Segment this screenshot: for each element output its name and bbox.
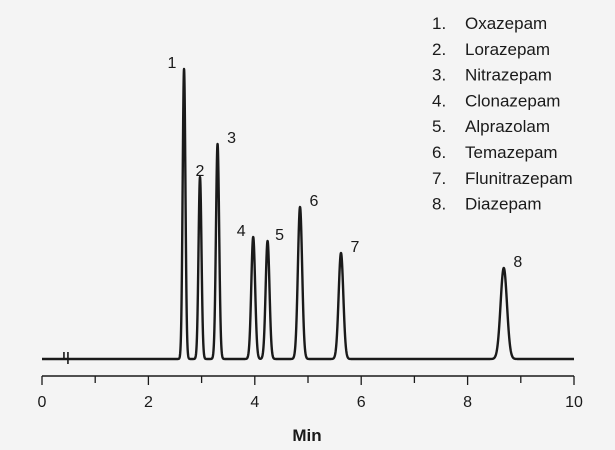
x-axis-title: Min bbox=[292, 426, 321, 445]
legend-item: 7. Flunitrazepam bbox=[432, 169, 573, 188]
legend-number: 5. bbox=[432, 117, 446, 136]
legend-compound-name: Alprazolam bbox=[465, 117, 550, 136]
peak-label-layer: 1 2 3 4 5 6 7 8 bbox=[168, 55, 523, 271]
legend-item: 2. Lorazepam bbox=[432, 40, 550, 59]
legend: 1. Oxazepam 2. Lorazepam 3. Nitrazepam 4. Clona… bbox=[432, 14, 573, 214]
peak-label-1: 1 bbox=[168, 55, 177, 72]
x-tick-label-6: 6 bbox=[357, 394, 366, 411]
legend-compound-name: Lorazepam bbox=[465, 40, 550, 59]
legend-compound-name: Flunitrazepam bbox=[465, 169, 573, 188]
legend-item: 1. Oxazepam bbox=[432, 14, 547, 33]
peak-label-5: 5 bbox=[275, 227, 284, 244]
peak-label-8: 8 bbox=[513, 254, 522, 271]
peak-label-3: 3 bbox=[227, 130, 236, 147]
legend-item: 4. Clonazepam bbox=[432, 91, 560, 110]
legend-number: 4. bbox=[432, 91, 446, 110]
legend-number: 1. bbox=[432, 14, 446, 33]
legend-number: 8. bbox=[432, 195, 446, 214]
legend-compound-name: Nitrazepam bbox=[465, 66, 552, 85]
legend-item: 5. Alprazolam bbox=[432, 117, 550, 136]
x-tick-label-2: 2 bbox=[144, 394, 153, 411]
chromatogram-trace bbox=[40, 67, 576, 361]
legend-compound-name: Clonazepam bbox=[465, 91, 560, 110]
x-tick-label-0: 0 bbox=[38, 394, 47, 411]
peak-label-4: 4 bbox=[237, 223, 246, 240]
legend-item: 3. Nitrazepam bbox=[432, 66, 552, 85]
legend-number: 2. bbox=[432, 40, 446, 59]
legend-number: 6. bbox=[432, 143, 446, 162]
x-axis: 0 2 4 6 8 10 bbox=[38, 375, 583, 411]
legend-compound-name: Diazepam bbox=[465, 195, 542, 214]
x-tick-label-8: 8 bbox=[463, 394, 472, 411]
legend-item: 8. Diazepam bbox=[432, 195, 542, 214]
legend-item: 6. Temazepam bbox=[432, 143, 558, 162]
x-tick-label-4: 4 bbox=[250, 394, 259, 411]
peak-label-7: 7 bbox=[351, 239, 360, 256]
x-tick-label-10: 10 bbox=[565, 394, 583, 411]
peak-label-2: 2 bbox=[196, 163, 205, 180]
legend-number: 7. bbox=[432, 169, 446, 188]
trace-layer bbox=[40, 67, 576, 364]
legend-number: 3. bbox=[432, 66, 446, 85]
injection-marker bbox=[63, 352, 69, 364]
peak-label-6: 6 bbox=[310, 193, 319, 210]
legend-compound-name: Temazepam bbox=[465, 143, 558, 162]
legend-compound-name: Oxazepam bbox=[465, 14, 547, 33]
